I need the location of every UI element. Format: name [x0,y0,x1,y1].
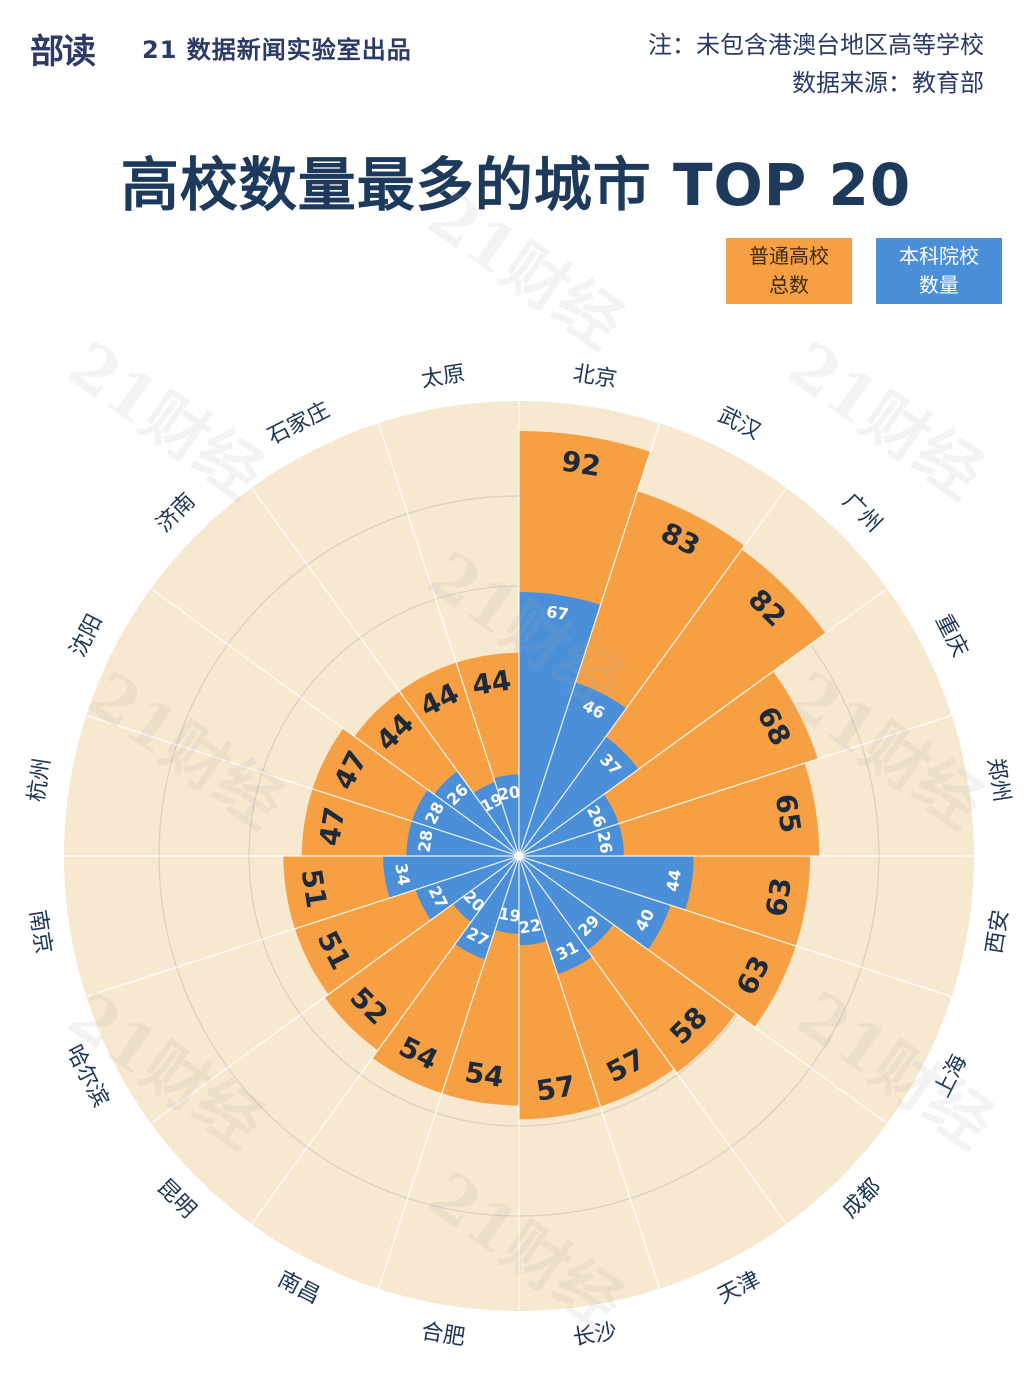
value-total-1: 92 [559,445,603,484]
legend-total-line1: 普通高校 [749,244,829,268]
category-label-16: 杭州 [24,756,56,803]
value-bachelor-15: 34 [391,862,413,887]
center-dot [515,852,523,860]
value-bachelor-16: 28 [414,829,436,854]
bar-bachelor-19 [473,782,519,856]
value-bachelor-6: 44 [663,868,685,893]
value-total-16: 47 [313,805,352,849]
value-bachelor-20: 20 [497,782,522,804]
value-bachelor-1: 67 [545,602,570,624]
spoke-8 [518,855,888,1124]
spoke-10 [518,855,661,1289]
bar-bachelor-6 [519,856,694,911]
spoke-17 [86,714,520,857]
category-label-15: 南京 [24,908,56,955]
chart-title: 高校数量最多的城市 TOP 20 [120,151,912,219]
bar-bachelor-12 [455,856,519,960]
legend-bachelor-line1: 本科院校 [899,244,979,268]
spoke-20 [377,423,520,857]
category-label-10: 长沙 [571,1319,618,1351]
value-total-15: 51 [295,867,334,911]
legend-total: 普通高校 总数 [726,238,852,304]
category-label-2: 武汉 [714,403,765,445]
value-bachelor-10: 22 [518,915,543,937]
spoke-13 [251,855,520,1225]
value-bachelor-11: 19 [497,904,522,926]
spoke-15 [86,855,520,998]
producer-label: 21 数据新闻实验室出品 [142,36,412,64]
category-label-18: 济南 [152,489,201,538]
bar-bachelor-3 [519,736,639,856]
category-label-8: 成都 [838,1175,887,1224]
category-label-1: 北京 [571,361,618,393]
spoke-12 [377,855,520,1289]
spoke-18 [150,588,520,857]
note-source: 数据来源：教育部 [792,69,984,97]
legend-bachelor: 本科院校 数量 [876,238,1002,304]
logo: 部读 [30,32,96,72]
value-total-6: 63 [759,875,798,919]
spoke-3 [518,487,787,857]
legend-bachelor-line2: 数量 [919,273,959,297]
category-label-13: 昆明 [152,1175,201,1224]
spoke-5 [518,714,952,857]
category-label-5: 郑州 [982,756,1014,803]
category-label-4: 重庆 [930,611,972,662]
value-total-10: 57 [534,1069,578,1108]
bar-bachelor-7 [519,856,671,950]
category-label-19: 石家庄 [264,398,334,450]
value-total-11: 54 [463,1055,507,1094]
category-label-12: 南昌 [274,1267,325,1309]
category-label-7: 上海 [930,1051,972,1102]
bar-bachelor-18 [434,771,519,856]
spoke-14 [150,855,520,1124]
bar-bachelor-8 [519,856,614,951]
bar-bachelor-9 [519,856,593,975]
value-total-20: 44 [470,664,514,703]
bar-bachelor-4 [519,794,619,856]
note-coverage: 注：未包含港澳台地区高等学校 [648,31,984,59]
value-total-5: 65 [769,792,808,836]
category-label-11: 合肥 [419,1319,466,1351]
category-label-20: 太原 [419,361,466,393]
spoke-7 [518,855,952,998]
spoke-19 [251,487,520,857]
legend-total-line2: 总数 [769,273,809,297]
bar-bachelor-17 [411,789,519,856]
spoke-2 [518,423,661,857]
category-label-9: 天津 [714,1267,765,1309]
header: 部读 21 数据新闻实验室出品 注：未包含港澳台地区高等学校 数据来源：教育部 [0,0,1032,100]
note: 注：未包含港澳台地区高等学校 数据来源：教育部 [648,26,984,102]
bar-bachelor-2 [519,682,627,856]
bar-bachelor-14 [415,856,519,920]
category-label-3: 广州 [838,489,887,538]
spoke-9 [518,855,787,1225]
category-label-14: 哈尔滨 [61,1041,113,1111]
category-label-6: 西安 [982,908,1014,955]
category-label-17: 沈阳 [66,611,108,662]
bar-bachelor-1 [519,591,601,856]
value-bachelor-5: 26 [594,830,616,855]
bar-bachelor-13 [452,856,519,923]
spoke-4 [518,588,888,857]
